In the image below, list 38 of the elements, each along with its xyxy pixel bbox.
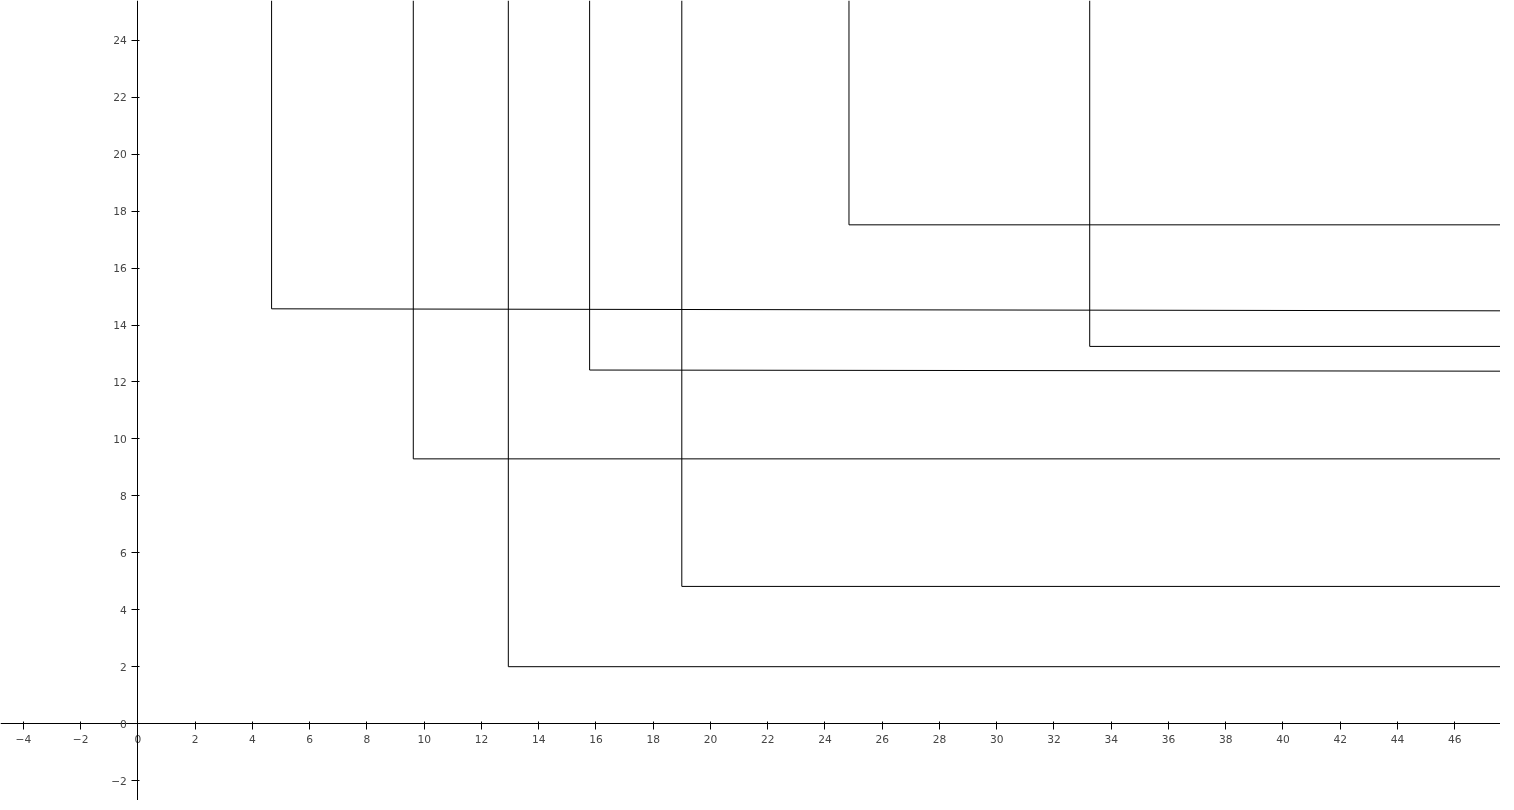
x-tick-label: 10	[417, 732, 432, 746]
x-tick-label: 46	[1447, 732, 1462, 746]
x-tick-label: 42	[1333, 732, 1347, 746]
y-tick-label: 4	[120, 603, 128, 617]
x-tick-label: −4	[15, 732, 32, 746]
y-tick-label: 8	[120, 489, 128, 503]
x-tick-label: 6	[306, 732, 314, 746]
x-tick-label: 40	[1276, 732, 1290, 746]
x-tick-label: 2	[191, 732, 199, 746]
x-tick-label: 44	[1390, 732, 1405, 746]
x-tick-label: 24	[818, 732, 832, 746]
x-tick-label: 34	[1104, 732, 1119, 746]
x-tick-label: 18	[646, 732, 661, 746]
x-tick-label: 4	[249, 732, 257, 746]
y-tick-label: 20	[113, 148, 128, 162]
x-tick-label: −2	[72, 732, 89, 746]
y-tick-label: 18	[113, 205, 128, 219]
x-tick-label: 20	[703, 732, 718, 746]
y-tick-label: 12	[113, 375, 127, 389]
y-tick-label: 2	[120, 660, 127, 674]
x-tick-label: 8	[363, 732, 371, 746]
x-tick-label: 28	[932, 732, 947, 746]
x-tick-label: 16	[589, 732, 603, 746]
x-tick-label: 30	[989, 732, 1004, 746]
y-tick-label: 16	[113, 262, 128, 276]
x-tick-label: 32	[1047, 732, 1061, 746]
y-tick-label: 10	[113, 432, 128, 446]
y-tick-label: 22	[113, 91, 127, 105]
y-tick-label: 24	[113, 34, 128, 48]
y-tick-label: −2	[111, 774, 127, 788]
x-tick-label: 14	[531, 732, 546, 746]
x-tick-label: 12	[474, 732, 489, 746]
y-tick-label: 6	[120, 546, 128, 560]
x-tick-label: 38	[1218, 732, 1233, 746]
y-tick-label: 14	[113, 319, 128, 333]
x-tick-label: 22	[760, 732, 775, 746]
x-tick-label: 26	[875, 732, 890, 746]
x-tick-label: 36	[1161, 732, 1176, 746]
